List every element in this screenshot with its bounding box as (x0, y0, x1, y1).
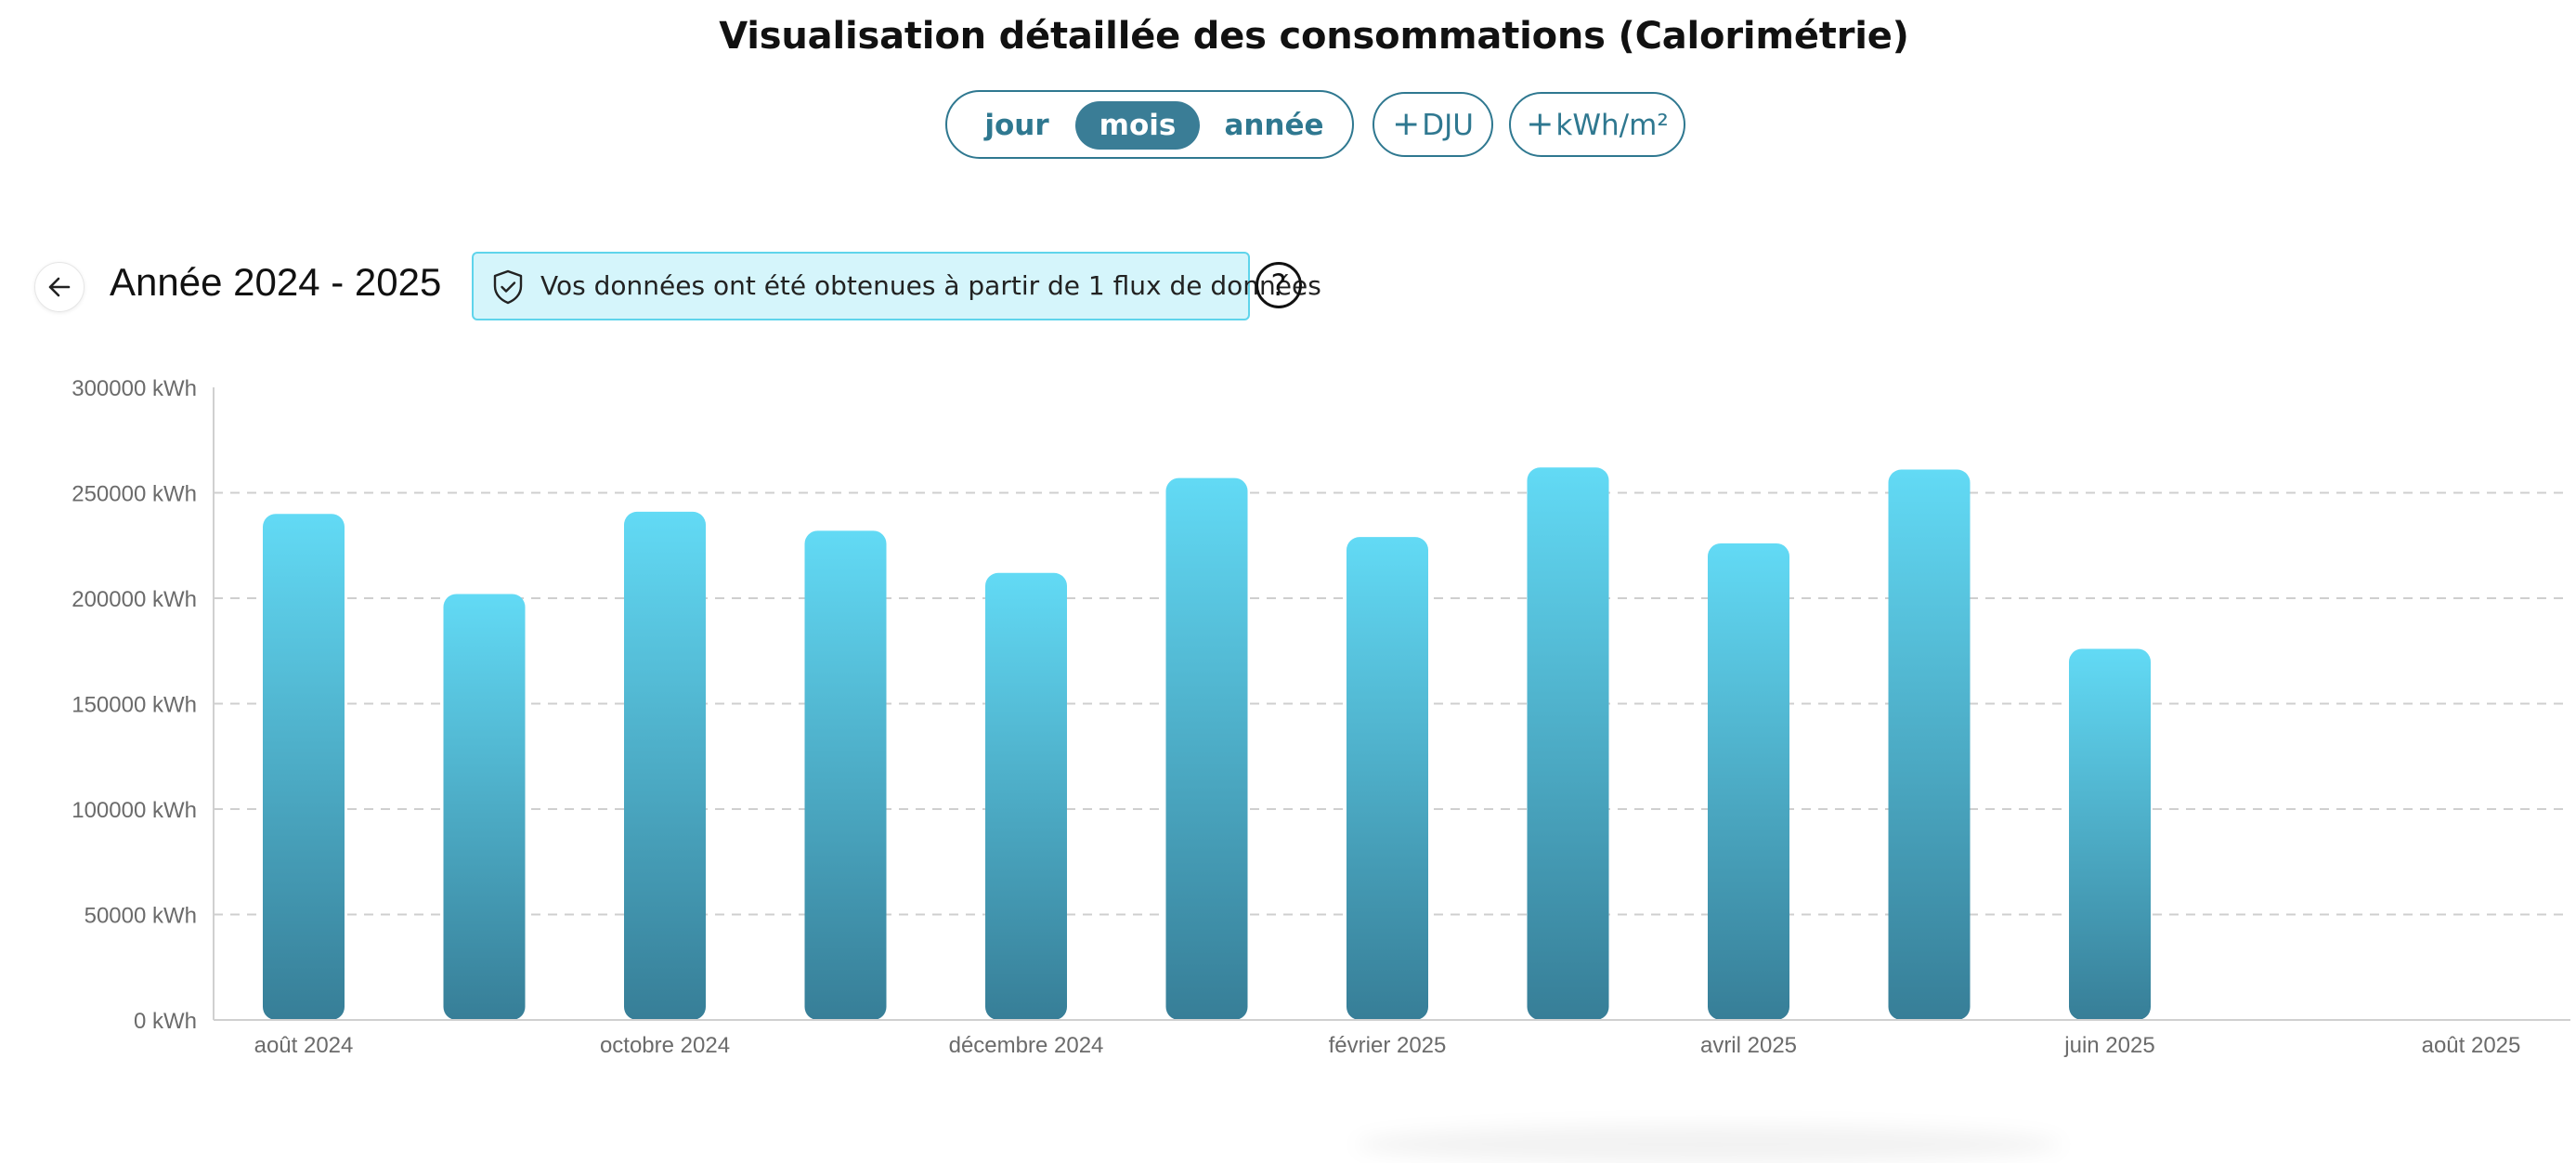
bar-2025-04[interactable] (1708, 542, 1789, 1020)
back-button[interactable] (34, 262, 85, 312)
granularity-mois-button[interactable]: mois (1075, 101, 1200, 150)
bar-2025-03[interactable] (1527, 467, 1609, 1020)
page-title: Visualisation détaillée des consommation… (719, 15, 1909, 58)
plus-icon: + (1392, 105, 1421, 143)
bar-2024-10[interactable] (624, 511, 706, 1020)
consumption-bar-chart: 0 kWh 50000 kWh 100000 kWh 150000 kWh 200000… (72, 376, 2570, 1058)
y-tick-label: 100000 kWh (72, 798, 197, 823)
y-tick-label: 200000 kWh (72, 587, 197, 612)
bar-2025-05[interactable] (1888, 469, 1971, 1020)
add-dju-button[interactable]: +DJU (1373, 92, 1493, 157)
y-tick-label: 300000 kWh (72, 376, 197, 401)
data-source-text: Vos données ont été obtenues à partir de… (540, 270, 1321, 301)
x-tick-label: avril 2025 (1700, 1033, 1797, 1058)
granularity-annee-button[interactable]: année (1224, 109, 1324, 142)
bar-2024-08[interactable] (263, 514, 345, 1020)
x-tick-label: décembre 2024 (949, 1033, 1104, 1058)
x-tick-label: août 2024 (254, 1033, 354, 1058)
kwh-m2-label: kWh/m² (1555, 109, 1669, 142)
arrow-left-icon (48, 277, 71, 297)
granularity-jour-button[interactable]: jour (984, 109, 1049, 142)
x-tick-label: octobre 2024 (600, 1033, 730, 1058)
bar-2025-06[interactable] (2069, 648, 2151, 1020)
period-label: Année 2024 - 2025 (110, 260, 442, 304)
help-button[interactable]: ? (1255, 262, 1302, 308)
x-tick-label: août 2025 (2422, 1033, 2521, 1058)
bottom-shadow (1356, 1126, 2062, 1163)
x-tick-label: février 2025 (1329, 1033, 1447, 1058)
plus-icon: + (1526, 105, 1555, 143)
data-source-banner: Vos données ont été obtenues à partir de… (472, 252, 1321, 320)
x-tick-label: juin 2025 (2063, 1033, 2154, 1058)
y-tick-label: 150000 kWh (72, 693, 197, 718)
dju-label: DJU (1422, 109, 1474, 142)
add-kwh-m2-button[interactable]: +kWh/m² (1509, 92, 1685, 157)
bar-2024-09[interactable] (443, 594, 526, 1020)
bar-2025-01[interactable] (1165, 477, 1248, 1020)
y-tick-label: 250000 kWh (72, 482, 197, 507)
shield-check-icon (493, 269, 523, 305)
bar-2024-11[interactable] (804, 530, 887, 1020)
granularity-switch: jour mois année (945, 90, 1354, 159)
y-tick-label: 0 kWh (134, 1009, 197, 1034)
y-tick-label: 50000 kWh (85, 904, 197, 929)
bar-2024-12[interactable] (985, 572, 1067, 1020)
bar-2025-02[interactable] (1347, 537, 1428, 1020)
